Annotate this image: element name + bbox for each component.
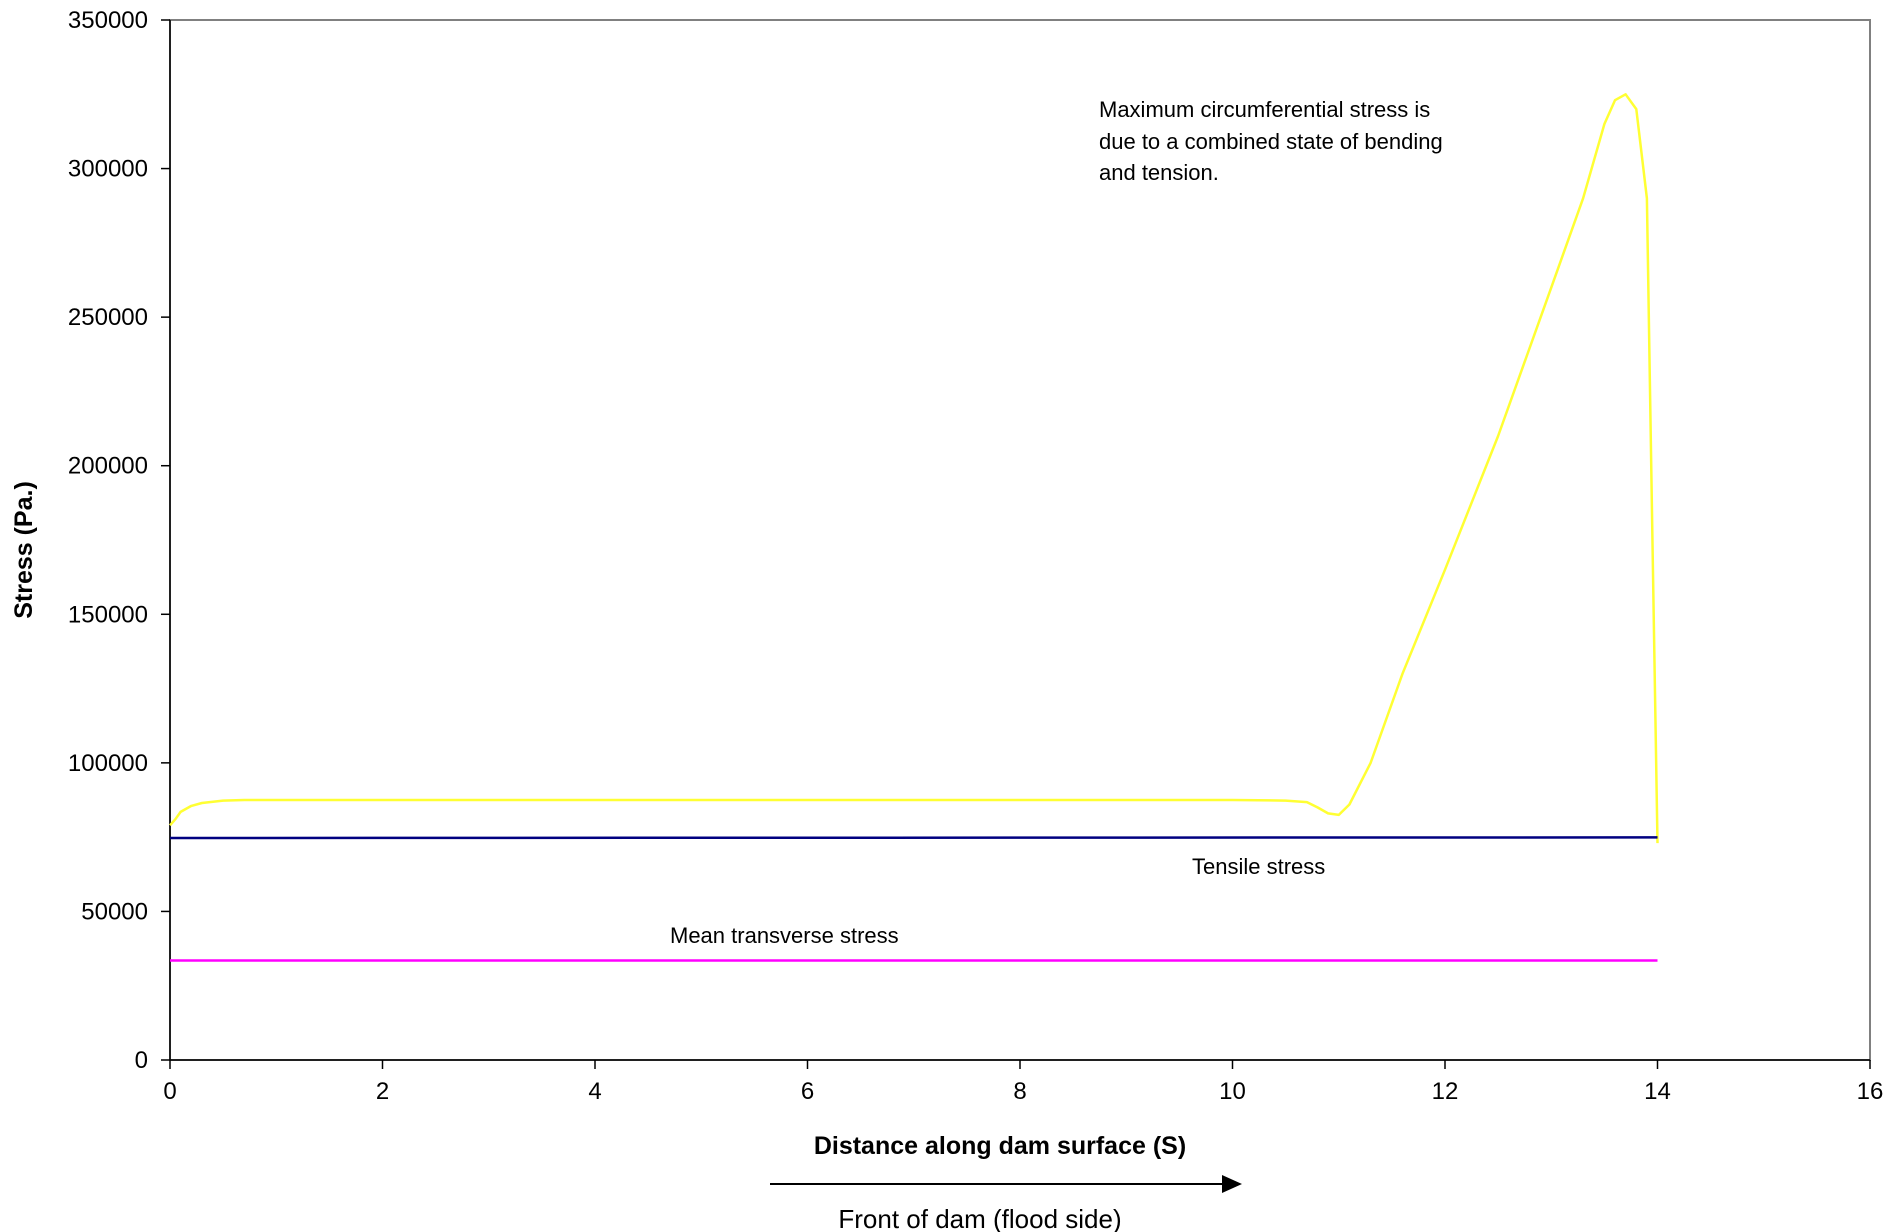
y-tick-label: 100000 <box>68 750 148 777</box>
series-layer <box>169 93 1659 962</box>
y-axis-title: Stress (Pa.) <box>10 481 38 619</box>
y-tick-label: 0 <box>135 1047 148 1074</box>
x-tick-label: 12 <box>1432 1078 1459 1105</box>
front-of-dam-label: Front of dam (flood side) <box>838 1204 1121 1232</box>
x-tick-label: 10 <box>1219 1078 1246 1105</box>
front-arrow <box>770 1175 1242 1193</box>
y-tick-label: 300000 <box>68 156 148 183</box>
x-axis-title: Distance along dam surface (S) <box>814 1132 1186 1160</box>
y-tick-label: 50000 <box>81 898 148 925</box>
y-tick-label: 350000 <box>68 7 148 34</box>
x-tick-label: 8 <box>1013 1078 1026 1105</box>
x-tick-label: 2 <box>376 1078 389 1105</box>
axes <box>169 19 1871 1061</box>
y-tick-label: 250000 <box>68 304 148 331</box>
x-tick-label: 14 <box>1644 1078 1671 1105</box>
x-tick-label: 16 <box>1857 1078 1884 1105</box>
x-tick-label: 4 <box>588 1078 601 1105</box>
annotation-max-stress-line2: due to a combined state of bending <box>1099 129 1443 154</box>
series-line-maximum-circumferential-stress <box>169 93 1659 844</box>
x-tick-label: 0 <box>163 1078 176 1105</box>
plot-area-border <box>169 19 1871 1061</box>
annotation-max-stress-line1: Maximum circumferential stress is <box>1099 97 1430 122</box>
series-line-tensile-stress <box>169 836 1658 840</box>
y-tick-label: 150000 <box>68 601 148 628</box>
tick-marks <box>161 19 1871 1069</box>
y-tick-label: 200000 <box>68 453 148 480</box>
annotation-max-stress-line3: and tension. <box>1099 160 1219 185</box>
x-tick-label: 6 <box>801 1078 814 1105</box>
annotation-mean-transverse-stress: Mean transverse stress <box>670 923 899 948</box>
annotation-tensile-stress: Tensile stress <box>1192 854 1325 879</box>
